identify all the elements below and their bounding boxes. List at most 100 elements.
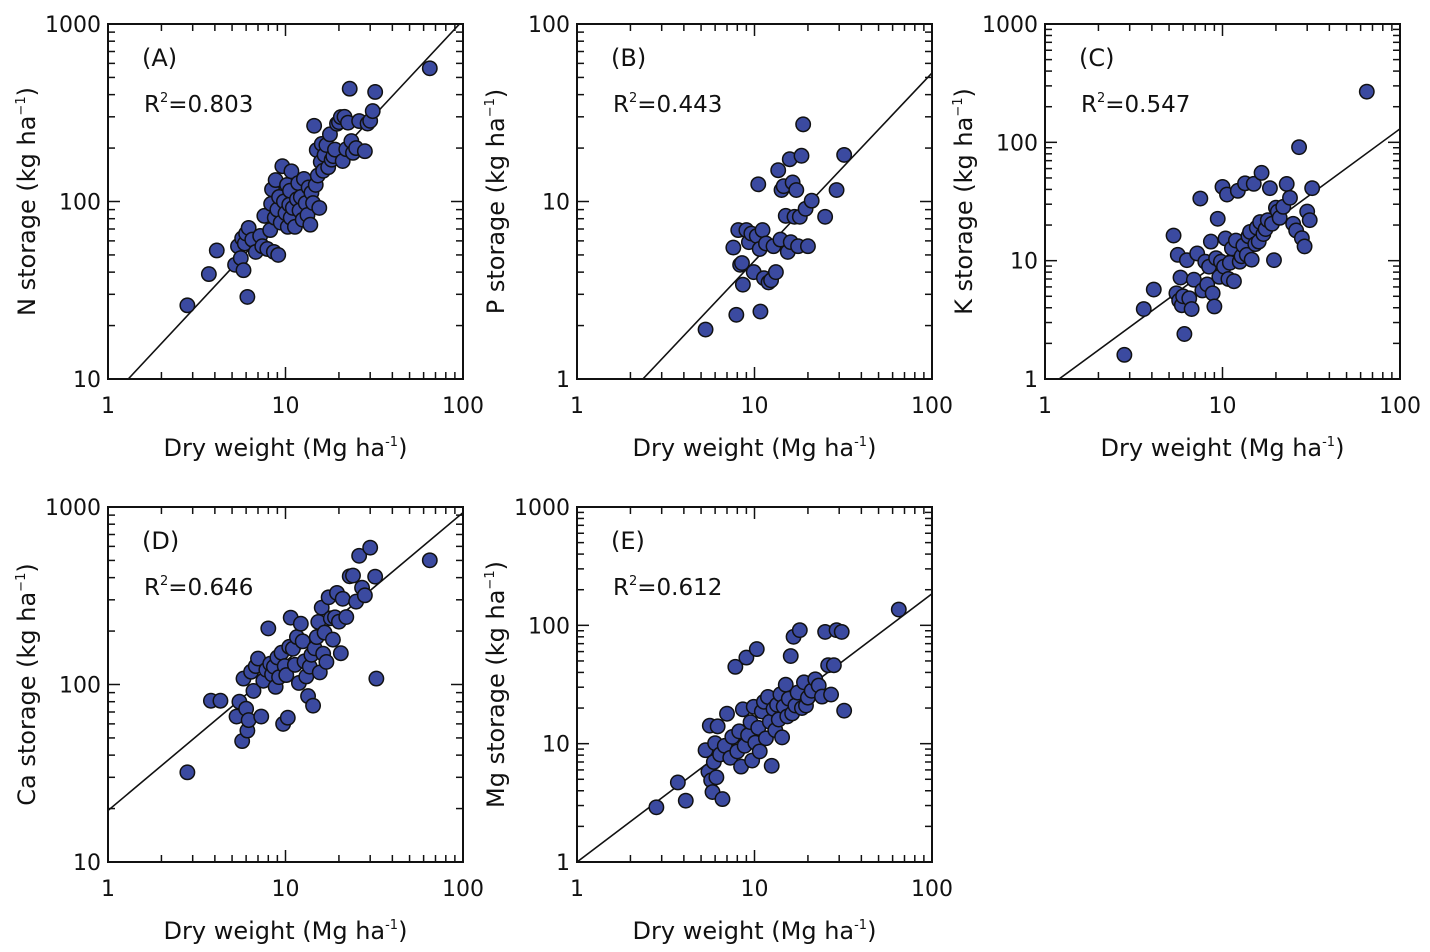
- panel-label: (A): [142, 44, 177, 72]
- data-point: [283, 163, 300, 180]
- y-tick-label: 100: [996, 131, 1038, 156]
- data-point: [748, 641, 765, 658]
- r-squared-annotation-part: =0.646: [168, 575, 253, 601]
- x-axis-title-superscript: -1: [854, 918, 867, 933]
- data-point: [770, 162, 787, 179]
- data-point: [774, 729, 791, 746]
- data-point: [763, 757, 780, 774]
- y-axis-title-part: ): [482, 561, 510, 570]
- data-point: [324, 631, 341, 648]
- y-tick-label: 100: [59, 674, 101, 699]
- y-tick-label: 1: [1024, 368, 1038, 393]
- x-axis-title: Dry weight (Mg ha-1): [633, 434, 877, 462]
- data-point: [367, 84, 384, 100]
- y-axis-title-part: ): [13, 563, 41, 572]
- r-squared-annotation-superscript: 2: [160, 574, 168, 589]
- data-points: [1116, 83, 1375, 363]
- plot-frame: [1044, 23, 1401, 380]
- x-axis-title: Dry weight (Mg ha-1): [633, 917, 877, 945]
- data-point: [1266, 252, 1282, 269]
- data-point: [1145, 281, 1162, 298]
- y-axis-title-superscript: −1: [14, 96, 29, 115]
- r-squared-annotation-part: R: [144, 92, 160, 118]
- x-tick-label: 1: [570, 877, 584, 902]
- x-axis-title: Dry weight (Mg ha-1): [1101, 434, 1345, 462]
- data-point: [833, 623, 850, 640]
- data-point: [1176, 326, 1193, 342]
- data-point: [890, 601, 907, 618]
- x-tick-label: 100: [442, 877, 484, 902]
- y-tick-label: 10: [73, 368, 101, 393]
- y-tick-label: 100: [59, 191, 101, 216]
- r-squared-annotation: R2=0.547: [1081, 91, 1190, 118]
- x-tick-label: 10: [741, 394, 769, 419]
- y-tick-label: 1000: [514, 496, 570, 521]
- y-tick-label: 10: [1010, 250, 1038, 275]
- r-squared-annotation-part: R: [1081, 92, 1097, 118]
- data-point: [367, 568, 384, 585]
- data-point: [345, 567, 361, 584]
- data-point: [200, 266, 217, 283]
- panel-label: (D): [142, 527, 179, 555]
- data-point: [828, 182, 845, 199]
- y-axis-title-part: ): [482, 89, 510, 98]
- y-tick-label: 1000: [45, 13, 101, 38]
- x-axis-title-part: Dry weight (Mg ha: [633, 917, 855, 945]
- data-point: [302, 216, 319, 233]
- data-point: [793, 147, 810, 164]
- x-axis-title-superscript: -1: [385, 918, 398, 933]
- data-point: [1358, 83, 1375, 100]
- y-tick-label: 100: [528, 614, 570, 639]
- y-axis-title-part: Mg storage (kg ha: [482, 590, 510, 808]
- data-point: [212, 692, 229, 709]
- plot-frame: [107, 506, 464, 863]
- data-point: [279, 709, 296, 726]
- data-point: [708, 769, 725, 786]
- data-point: [836, 146, 853, 163]
- y-axis-title-part: K storage (kg ha: [950, 117, 978, 315]
- data-point: [306, 117, 323, 134]
- x-axis-title-part: ): [398, 917, 407, 945]
- data-point: [817, 208, 834, 225]
- data-point: [1192, 190, 1209, 207]
- y-axis-title-superscript: −1: [14, 573, 29, 592]
- x-tick-label: 100: [911, 394, 953, 419]
- data-point: [788, 182, 805, 199]
- data-point: [362, 539, 379, 556]
- y-axis-title-part: P storage (kg ha: [482, 117, 510, 314]
- y-axis-title: Ca storage (kg ha−1): [13, 563, 41, 805]
- y-axis-title-part: N storage (kg ha: [13, 116, 41, 316]
- y-axis-title-superscript: −1: [951, 97, 966, 116]
- data-point: [332, 645, 349, 662]
- data-point: [799, 238, 816, 255]
- x-tick-label: 100: [911, 877, 953, 902]
- x-tick-label: 1: [570, 394, 584, 419]
- data-point: [1183, 301, 1200, 318]
- data-point: [836, 702, 853, 719]
- data-point: [260, 620, 277, 637]
- x-tick-label: 1: [1038, 394, 1052, 419]
- panel-c: 1 10 100 1 10 100 1000 (C) R2=0.547 Dry weight (M…: [950, 13, 1421, 462]
- y-axis-title-part: ): [950, 88, 978, 97]
- data-point: [669, 774, 686, 791]
- data-point: [1304, 180, 1321, 197]
- data-point: [825, 657, 842, 674]
- data-point: [239, 288, 256, 305]
- data-point: [752, 303, 769, 320]
- plot-frame: [576, 23, 933, 380]
- x-axis-title: Dry weight (Mg ha-1): [164, 434, 408, 462]
- data-point: [754, 222, 771, 239]
- y-tick-label: 10: [542, 191, 570, 216]
- data-point: [1243, 251, 1260, 268]
- data-point: [725, 239, 742, 256]
- regression-line: [642, 72, 932, 379]
- data-point: [782, 648, 799, 665]
- panel-e: 1 10 100 1 10 100 1000 (E) R2=0.612 Dry weight (M…: [482, 496, 953, 945]
- panel-label: (E): [611, 527, 645, 555]
- y-axis-title-superscript: −1: [483, 570, 498, 589]
- r-squared-annotation-part: R: [613, 92, 629, 118]
- data-point: [1206, 298, 1223, 315]
- data-point: [1225, 273, 1242, 290]
